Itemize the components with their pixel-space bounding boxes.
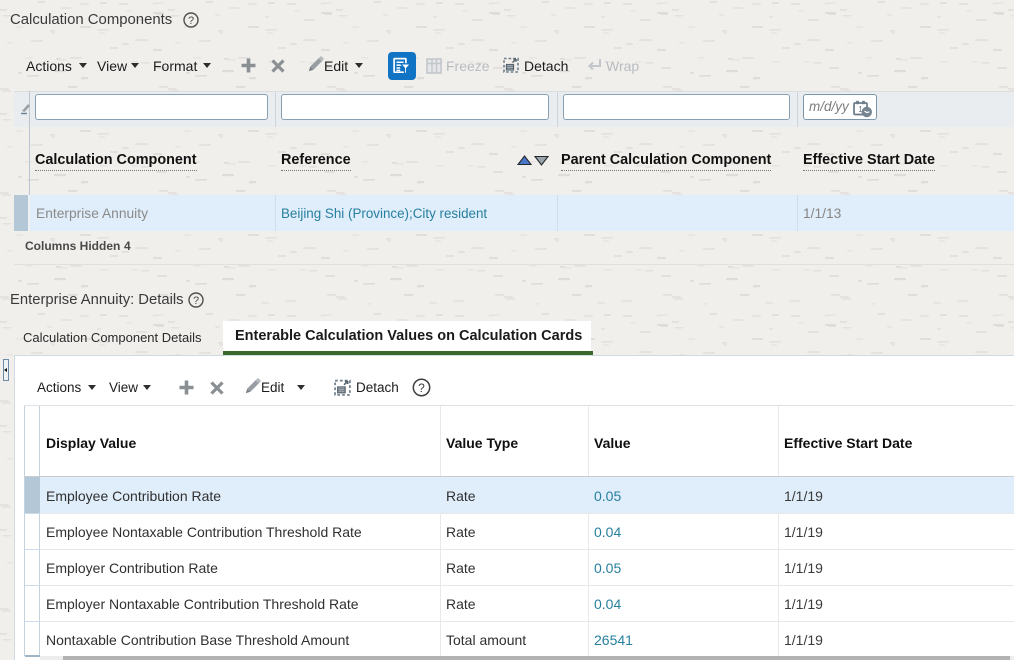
svg-text:1: 1 [858, 105, 863, 114]
svg-text:?: ? [188, 15, 194, 27]
svg-text:?: ? [418, 381, 425, 395]
svg-text:?: ? [193, 295, 199, 307]
